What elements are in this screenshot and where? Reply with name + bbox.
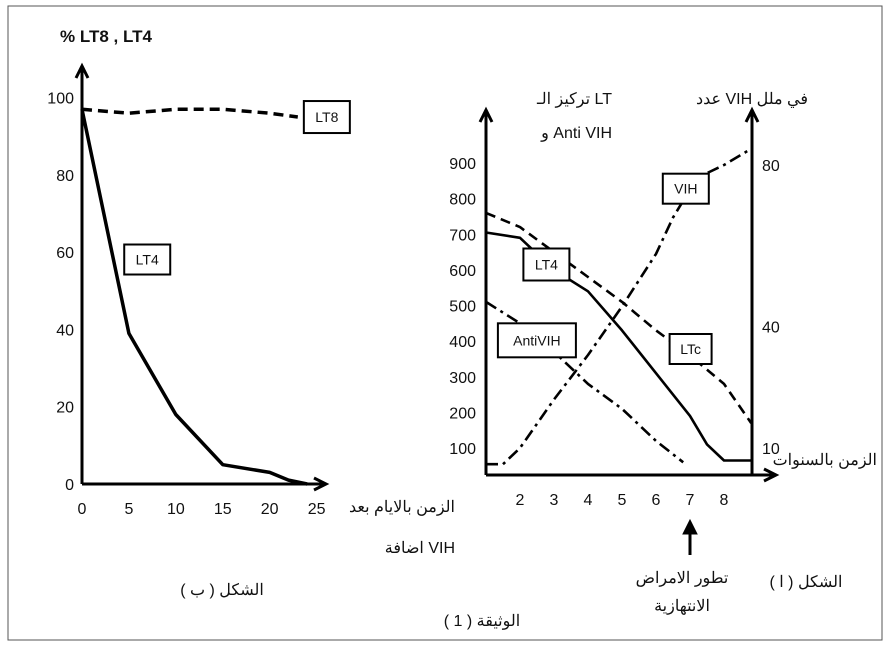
chart-b-y-tick-label: 100 bbox=[47, 91, 74, 108]
chart-b-series-lt4 bbox=[80, 108, 308, 486]
chart-a-x-tick-label: 5 bbox=[618, 492, 627, 509]
chart-a-x-tick-label: 2 bbox=[516, 492, 525, 509]
chart-a-y-axis-right-arrow bbox=[744, 106, 760, 123]
chart-a-ylabel-right: عدد VIH في ملل bbox=[696, 91, 808, 108]
chart-b: 0 20 40 60 80 100 0 5 10 15 20 25 LT8 LT4 bbox=[47, 62, 351, 518]
chart-a-y-left-tick-label: 800 bbox=[449, 192, 476, 209]
chart-a-annotation-line1: تطور الامراض bbox=[636, 570, 729, 587]
chart-a-ylabel-left-line1: تركيز الـ LT bbox=[536, 91, 612, 108]
chart-b-series-label-lt4: LT4 bbox=[136, 252, 159, 268]
chart-a-y-left-tick-label: 500 bbox=[449, 299, 476, 316]
chart-b-series-label-lt8: LT8 bbox=[315, 109, 338, 125]
chart-b-x-tick-label: 20 bbox=[261, 501, 279, 518]
chart-b-ylabel: % LT8 , LT4 bbox=[60, 27, 152, 46]
chart-a-y-left-tick-label: 900 bbox=[449, 156, 476, 173]
chart-b-y-tick-label: 20 bbox=[56, 400, 74, 417]
chart-a-ylabel-left-line2: و Anti VIH bbox=[540, 125, 612, 142]
chart-a-y-left-tick-label: 200 bbox=[449, 405, 476, 422]
chart-a-legend-box-ltc bbox=[668, 333, 713, 365]
chart-a-y-right-tick-label: 10 bbox=[762, 441, 780, 458]
chart-b-xlabel-line2: اضافة VIH bbox=[385, 540, 455, 557]
chart-a-xlabel: الزمن بالسنوات bbox=[773, 452, 877, 469]
chart-a-y-left-tick-label: 100 bbox=[449, 441, 476, 458]
chart-b-x-tick-label: 10 bbox=[167, 501, 185, 518]
chart-b-x-axis-arrow bbox=[313, 476, 330, 492]
chart-a-y-right-tick-label: 80 bbox=[762, 158, 780, 175]
chart-a-series-label-lt4: LT4 bbox=[535, 257, 558, 273]
chart-a-y-left-tick-label: 300 bbox=[449, 370, 476, 387]
chart-a-series-label-antivih: AntiVIH bbox=[513, 332, 560, 348]
chart-a-series-ltc bbox=[485, 211, 753, 424]
chart-b-caption: الشكل ( ب ) bbox=[180, 582, 264, 599]
chart-a-legend-box-vih bbox=[661, 172, 710, 205]
chart-a-caption: الشكل ( ا ) bbox=[770, 574, 843, 591]
chart-a-x-tick-label: 4 bbox=[584, 492, 593, 509]
chart-a-legend-box-lt4 bbox=[522, 247, 571, 282]
chart-a-y-right-tick-label: 40 bbox=[762, 320, 780, 337]
document-caption: الوثيقة ( 1 ) bbox=[444, 613, 520, 630]
chart-a-series-vih bbox=[486, 147, 752, 466]
chart-b-legend-box-lt4 bbox=[123, 243, 172, 276]
chart-b-x-tick-label: 15 bbox=[214, 501, 232, 518]
chart-b-xlabel-line1: الزمن بالايام بعد bbox=[349, 499, 455, 516]
chart-a-x-tick-label: 8 bbox=[720, 492, 729, 509]
chart-b-y-tick-label: 80 bbox=[56, 168, 74, 185]
chart-a-series-label-ltc: LTc bbox=[680, 341, 701, 357]
chart-a-x-tick-label: 6 bbox=[652, 492, 661, 509]
chart-a-y-left-tick-label: 400 bbox=[449, 334, 476, 351]
chart-a-y-left-tick-label: 700 bbox=[449, 227, 476, 244]
chart-a-legend-box-antivih bbox=[496, 322, 577, 359]
chart-a-annotation-arrowhead bbox=[682, 518, 698, 535]
chart-b-x-tick-label: 0 bbox=[78, 501, 87, 518]
chart-b-y-tick-label: 0 bbox=[65, 477, 74, 494]
chart-a-x-tick-label: 7 bbox=[686, 492, 695, 509]
chart-a-y-left-tick-label: 600 bbox=[449, 263, 476, 280]
chart-b-series-lt8 bbox=[81, 107, 299, 119]
chart-a: 100 200 300 400 500 600 700 800 900 10 40 80 2 3 4 5 6 7 8… bbox=[449, 106, 780, 555]
chart-b-y-tick-label: 60 bbox=[56, 245, 74, 262]
chart-a-x-tick-label: 3 bbox=[550, 492, 559, 509]
chart-b-y-axis-arrow bbox=[74, 62, 90, 79]
chart-a-x-axis-arrow bbox=[763, 467, 780, 483]
chart-a-annotation-line2: الانتهازية bbox=[654, 598, 710, 615]
chart-a-series-antivih bbox=[485, 300, 685, 464]
chart-b-y-tick-label: 40 bbox=[56, 322, 74, 339]
chart-a-series-label-vih: VIH bbox=[674, 181, 697, 197]
chart-b-x-tick-label: 25 bbox=[308, 501, 326, 518]
chart-b-legend-box-lt8 bbox=[302, 100, 351, 135]
chart-a-y-axis-left-arrow bbox=[478, 106, 494, 123]
chart-b-x-tick-label: 5 bbox=[124, 501, 133, 518]
